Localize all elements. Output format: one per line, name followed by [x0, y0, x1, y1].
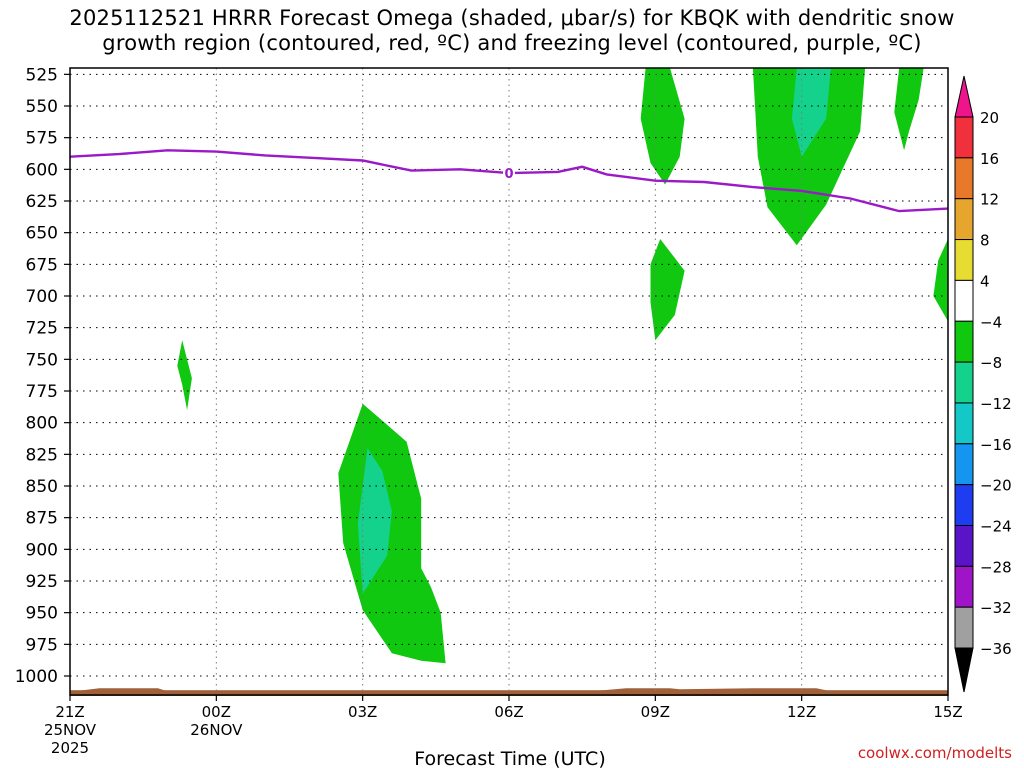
- y-tick-label-575: 575: [26, 129, 58, 149]
- omega-region-sinking-aloft-1: [640, 68, 685, 185]
- y-tick-label-725: 725: [26, 319, 58, 339]
- y-tick-label-650: 650: [26, 224, 58, 244]
- y-tick-label-1000: 1000: [15, 667, 58, 687]
- x-tick-year-21Z: 2025: [51, 739, 89, 757]
- surface-band: [70, 690, 948, 696]
- colorbar-label-6: −8: [980, 354, 1002, 372]
- surface-terrain: [70, 688, 948, 696]
- colorbar-bin--20-to--16: [954, 443, 974, 486]
- colorbar-label-13: −36: [980, 640, 1012, 658]
- colorbar-legend: 20 16 12 8 4 −4 −8 −12 −16 −20 −24 −28 −32 −36: [954, 75, 1012, 693]
- omega-region-sinking-aloft-3: [894, 68, 924, 151]
- colorbar-label-9: −20: [980, 477, 1012, 495]
- x-tick-label-12Z: 12Z: [787, 703, 816, 721]
- y-tick-label-775: 775: [26, 382, 58, 402]
- colorbar-bin--12-to--8: [954, 361, 974, 404]
- colorbar-bin--24-to--20: [954, 484, 974, 526]
- colorbar-bin--36-to--32: [954, 606, 974, 649]
- y-tick-label-825: 825: [26, 445, 58, 465]
- colorbar-label-3: 8: [980, 232, 990, 250]
- colorbar-label-11: −28: [980, 558, 1012, 576]
- colorbar-bin--4-to-4: [954, 279, 974, 322]
- omega-region-sinking-aloft-2: [752, 68, 866, 246]
- freezing-level-contour: 0: [69, 149, 949, 213]
- y-tick-label-675: 675: [26, 255, 58, 275]
- chart-title: 2025112521 HRRR Forecast Omega (shaded, …: [0, 6, 1024, 56]
- x-tick-label-00Z: 00Z: [202, 703, 231, 721]
- x-tick-date-21Z: 25NOV: [44, 721, 97, 739]
- source-credit: coolwx.com/modelts: [857, 744, 1012, 762]
- x-tick-label-09Z: 09Z: [641, 703, 670, 721]
- y-tick-label-750: 750: [26, 350, 58, 370]
- omega-region-sinking-mid-3: [177, 340, 192, 410]
- y-tick-label-525: 525: [26, 65, 58, 85]
- colorbar-label-8: −16: [980, 436, 1012, 454]
- surface-bump-1: [74, 688, 168, 692]
- colorbar-label-0: 20: [980, 109, 999, 127]
- x-axis-title: Forecast Time (UTC): [414, 748, 605, 768]
- colorbar-label-12: −32: [980, 599, 1012, 617]
- y-tick-label-900: 900: [26, 540, 58, 560]
- colorbar-bin--16-to--12: [954, 402, 974, 445]
- omega-region-sinking-low-1-core: [357, 448, 392, 594]
- y-tick-label-875: 875: [26, 509, 58, 529]
- colorbar-bottom-arrow: [954, 647, 974, 693]
- y-tick-label-850: 850: [26, 477, 58, 497]
- freezing-level-label-bg: [503, 165, 515, 181]
- colorbar-top-arrow: [954, 75, 974, 118]
- omega-region-sinking-low-1: [338, 403, 446, 664]
- x-tick-label-03Z: 03Z: [348, 703, 377, 721]
- y-tick-label-800: 800: [26, 414, 58, 434]
- colorbar-bin--8-to--4: [954, 320, 974, 363]
- x-tick-label-06Z: 06Z: [494, 703, 523, 721]
- freezing-level-label: 0: [504, 167, 513, 182]
- chart-title-line-2: growth region (contoured, red, ºC) and f…: [102, 31, 922, 55]
- colorbar-bin-8-to-12: [954, 198, 974, 241]
- surface-bump-2: [591, 688, 831, 692]
- colorbar-bin--28-to--24: [954, 525, 974, 567]
- y-tick-label-625: 625: [26, 192, 58, 212]
- colorbar-bin-12-to-16: [954, 157, 974, 200]
- chart-title-line-1: 2025112521 HRRR Forecast Omega (shaded, …: [69, 6, 955, 30]
- y-tick-label-975: 975: [26, 635, 58, 655]
- colorbar-label-5: −4: [980, 313, 1002, 331]
- colorbar-label-10: −24: [980, 518, 1012, 536]
- omega-region-rising-aloft-1: [84, 68, 222, 142]
- omega-region-rising-low-2: [645, 435, 948, 661]
- x-tick-label-15Z: 15Z: [933, 703, 962, 721]
- y-tick-label-950: 950: [26, 604, 58, 624]
- colorbar-label-7: −12: [980, 395, 1012, 413]
- omega-region-rising-aloft-4: [523, 68, 583, 132]
- colorbar-bin-4-to-8: [954, 239, 974, 281]
- omega-region-sinking-mid-1: [650, 239, 685, 341]
- omega-region-sinking-mid-2: [933, 239, 948, 322]
- y-tick-label-550: 550: [26, 97, 58, 117]
- colorbar-bin-16-to-20: [954, 116, 974, 159]
- y-axis: 525 550 575 600 625 650 675 700 725 750 775 800 825 8…: [15, 65, 70, 687]
- colorbar-label-4: 4: [980, 272, 990, 290]
- omega-shaded-regions: [84, 68, 948, 664]
- y-tick-label-925: 925: [26, 572, 58, 592]
- x-tick-date-00Z: 26NOV: [190, 721, 243, 739]
- colorbar-label-1: 16: [980, 150, 999, 168]
- omega-region-rising-aloft-2: [338, 68, 383, 163]
- x-tick-label-21Z: 21Z: [55, 703, 84, 721]
- colorbar-label-2: 12: [980, 191, 999, 209]
- omega-region-rising-low-1: [289, 391, 319, 524]
- colorbar-bin--32-to--28: [954, 565, 974, 608]
- omega-region-rising-aloft-3: [431, 68, 480, 100]
- freezing-level-line: [69, 149, 949, 213]
- y-tick-label-700: 700: [26, 287, 58, 307]
- y-tick-label-600: 600: [26, 160, 58, 180]
